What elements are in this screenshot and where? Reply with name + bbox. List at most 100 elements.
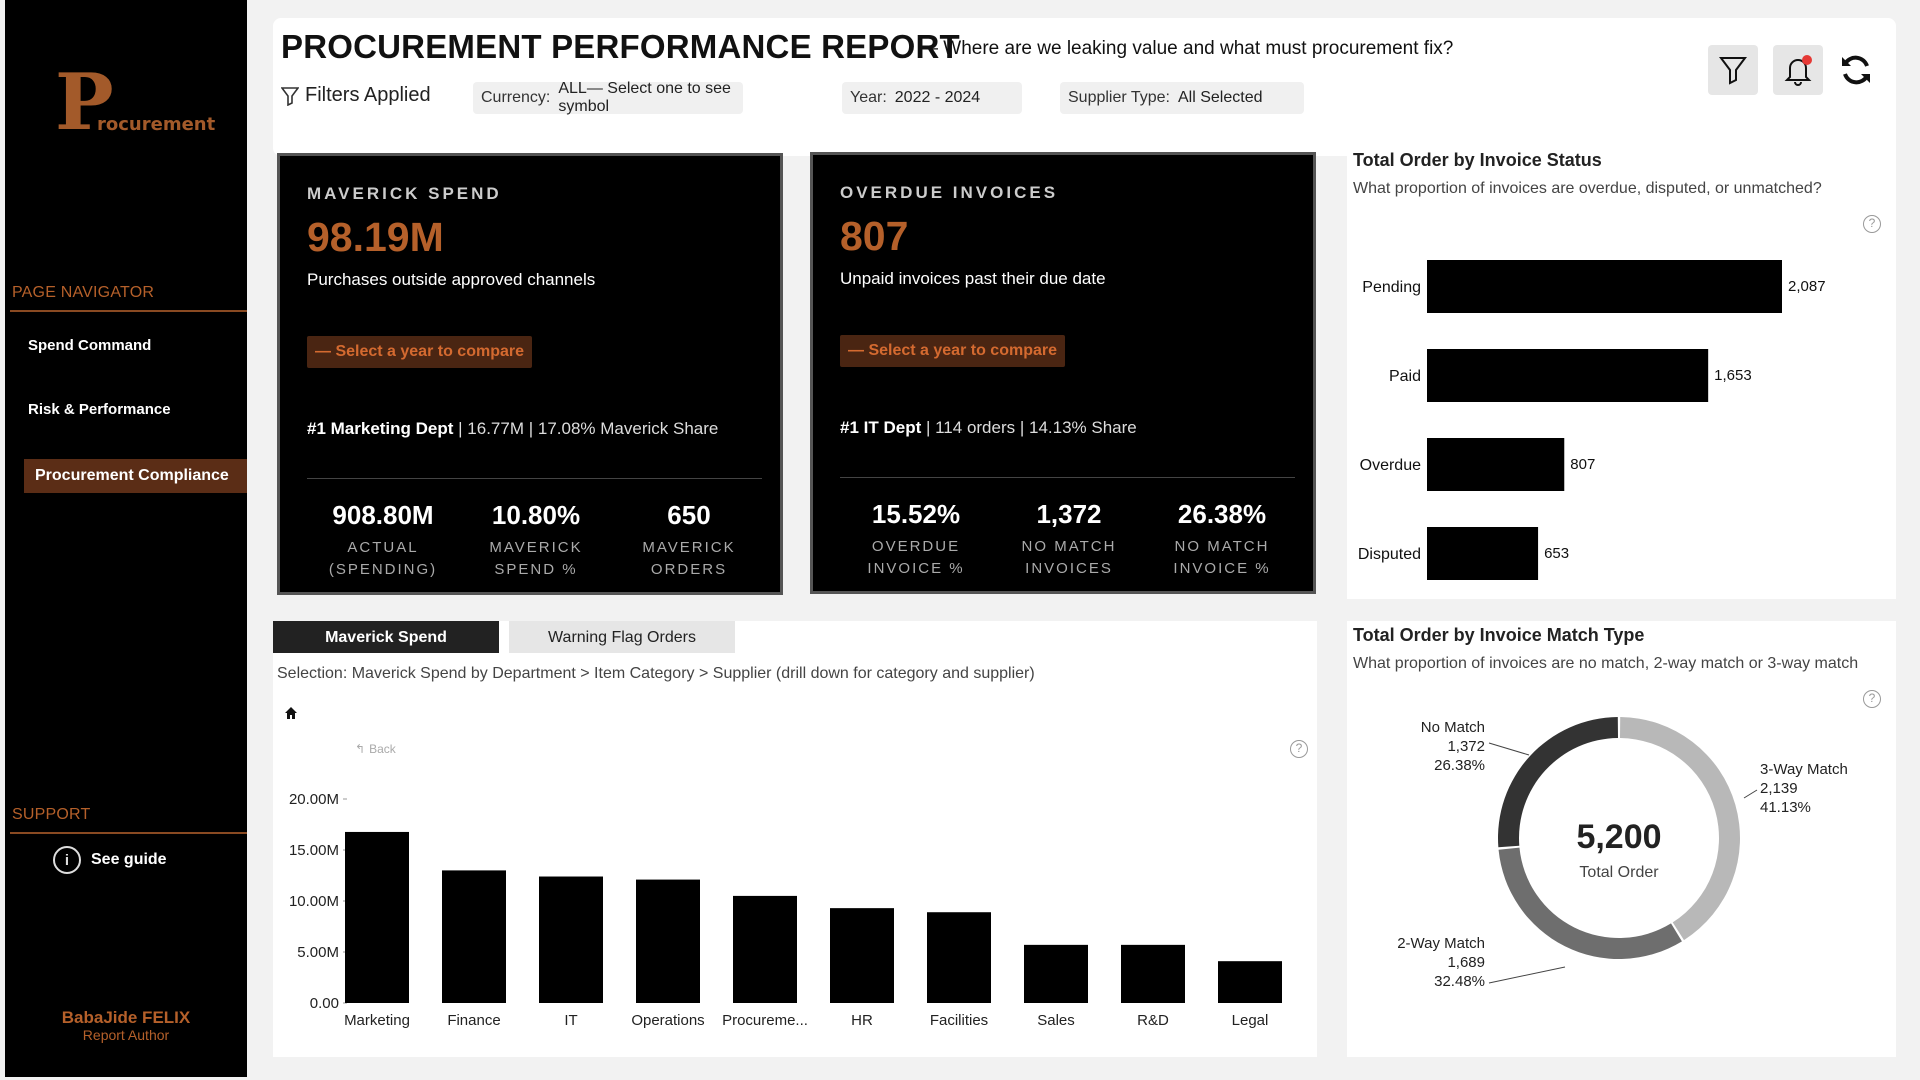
tab-warning-flag-orders[interactable]: Warning Flag Orders	[509, 621, 735, 653]
supplier-type-label: Supplier Type:	[1068, 89, 1170, 106]
back-arrow-icon: ↰	[355, 742, 366, 756]
maverick-divider	[307, 478, 762, 479]
status-bar	[1427, 438, 1565, 491]
maverick-compare-button[interactable]: — Select a year to compare	[307, 336, 532, 368]
author-role: Report Author	[82, 1027, 170, 1043]
donut-percent-label: 32.48%	[1434, 973, 1485, 990]
year-filter-value: 2022 - 2024	[894, 89, 981, 106]
supplier-type-filter[interactable]: Supplier Type: All Selected	[1060, 82, 1304, 114]
overdue-top-dept-name: #1 IT Dept	[840, 418, 922, 437]
overdue-stat-no-match: 1,372 NO MATCH INVOICES	[999, 499, 1139, 580]
procurement-logo: P rocurement	[55, 64, 215, 144]
currency-filter[interactable]: Currency: ALL— Select one to see symbol	[473, 80, 743, 115]
donut-leader-line	[1743, 789, 1758, 799]
stat-label: ACTUAL	[347, 539, 419, 556]
donut-center-label: Total Order	[1579, 864, 1659, 881]
stat-value: 15.52%	[871, 499, 961, 529]
stat-label: INVOICES	[1025, 560, 1113, 577]
overdue-top-dept-detail: | 114 orders | 14.13% Share	[921, 418, 1137, 437]
y-tick-label: 20.00M	[289, 791, 339, 808]
x-tick-label: Sales	[1037, 1012, 1075, 1029]
stat-label: (SPENDING)	[328, 561, 438, 578]
invoice-match-donut: 5,200 Total Order 3-Way Match 2,139 41.13% 2-…	[1397, 717, 1848, 990]
invoice-match-subtitle: What proportion of invoices are no match…	[1353, 655, 1859, 672]
currency-filter-label: Currency:	[481, 89, 551, 106]
filter-pane-button[interactable]	[1708, 45, 1758, 95]
donut-slice	[1498, 847, 1682, 959]
tab-maverick-spend[interactable]: Maverick Spend	[273, 621, 499, 653]
x-tick-label: Marketing	[344, 1012, 410, 1029]
donut-category-label: No Match	[1421, 719, 1485, 736]
stat-value: 650	[667, 500, 711, 530]
sidebar: P rocurement PAGE NAVIGATOR Spend Comman…	[5, 0, 247, 1077]
page-title: PROCUREMENT PERFORMANCE REPORT	[281, 28, 960, 65]
refresh-button[interactable]	[1831, 45, 1881, 95]
stat-label: OVERDUE	[871, 538, 961, 555]
logo-letter: P	[55, 57, 114, 148]
year-filter[interactable]: Year: 2022 - 2024	[842, 82, 1022, 114]
nav-item-spend-command[interactable]: Spend Command	[28, 337, 152, 354]
y-tick-label: 5.00M	[297, 944, 339, 961]
maverick-spend-card: MAVERICK SPEND 98.19M Purchases outside …	[277, 153, 783, 595]
stat-label: MAVERICK	[642, 539, 736, 556]
overdue-invoices-description: Unpaid invoices past their due date	[840, 269, 1106, 288]
invoice-match-panel: Total Order by Invoice Match Type What p…	[1347, 621, 1896, 1057]
donut-category-label: 3-Way Match	[1760, 761, 1848, 778]
department-bar	[1121, 944, 1185, 1003]
currency-filter-value: ALL— Select one to see symbol	[558, 80, 731, 115]
navigator-divider	[10, 310, 247, 312]
department-bar	[345, 831, 409, 1003]
overdue-invoices-card: OVERDUE INVOICES 807 Unpaid invoices pas…	[810, 152, 1316, 594]
nav-item-procurement-compliance[interactable]: Procurement Compliance	[24, 459, 247, 493]
department-bar	[733, 895, 797, 1003]
stat-label: MAVERICK	[489, 539, 583, 556]
funnel-icon	[281, 86, 299, 106]
back-button[interactable]: ↰ Back	[355, 742, 396, 756]
donut-value-label: 2,139	[1760, 780, 1798, 797]
help-icon[interactable]: ?	[1863, 690, 1881, 708]
stat-label: NO MATCH	[1021, 538, 1117, 555]
maverick-top-dept-detail: | 16.77M | 17.08% Maverick Share	[453, 419, 719, 438]
donut-slice	[1498, 717, 1618, 848]
invoice-status-subtitle: What proportion of invoices are overdue,…	[1353, 180, 1822, 197]
y-tick-label: 15.00M	[289, 842, 339, 859]
help-icon[interactable]: ?	[1290, 740, 1308, 758]
x-tick-label: Facilities	[930, 1012, 988, 1029]
notifications-button[interactable]	[1773, 45, 1823, 95]
stat-label: INVOICE %	[1173, 560, 1271, 577]
overdue-stat-pct: 15.52% OVERDUE INVOICE %	[846, 499, 986, 580]
invoice-status-panel: Total Order by Invoice Status What propo…	[1347, 146, 1896, 599]
maverick-top-dept: #1 Marketing Dept | 16.77M | 17.08% Mave…	[307, 419, 718, 439]
info-icon: i	[53, 846, 81, 874]
donut-leader-line	[1488, 742, 1530, 756]
help-icon[interactable]: ?	[1863, 215, 1881, 233]
overdue-invoices-heading: OVERDUE INVOICES	[840, 183, 1059, 202]
department-bar	[539, 876, 603, 1003]
x-tick-label: Procureme...	[722, 1012, 808, 1029]
maverick-stat-orders: 650 MAVERICK ORDERS	[619, 500, 759, 581]
donut-percent-label: 41.13%	[1760, 799, 1811, 816]
x-tick-label: Operations	[631, 1012, 704, 1029]
stat-value: 908.80M	[332, 500, 434, 530]
status-bar	[1427, 527, 1539, 580]
x-tick-label: HR	[851, 1012, 873, 1029]
status-category-label: Overdue	[1360, 457, 1421, 474]
maverick-stat-actual: 908.80M ACTUAL (SPENDING)	[313, 500, 453, 581]
support-divider	[10, 832, 247, 834]
overdue-divider	[840, 477, 1295, 478]
year-filter-label: Year:	[850, 89, 887, 106]
home-icon[interactable]	[284, 706, 298, 720]
donut-slice	[1620, 717, 1740, 941]
drill-breadcrumb: Selection: Maverick Spend by Department …	[277, 665, 1035, 682]
x-tick-label: IT	[564, 1012, 577, 1029]
invoice-status-chart: Pending 2,087 Paid 1,653 Overdue 807 Disputed 6…	[1358, 260, 1826, 580]
status-value-label: 2,087	[1788, 278, 1826, 295]
department-bar	[1218, 961, 1282, 1003]
overdue-invoices-value: 807	[840, 213, 909, 259]
see-guide-button[interactable]: i See guide	[53, 846, 167, 874]
department-bar	[1024, 944, 1088, 1003]
bell-icon	[1784, 55, 1812, 86]
nav-item-risk-performance[interactable]: Risk & Performance	[28, 401, 171, 418]
overdue-compare-button[interactable]: — Select a year to compare	[840, 335, 1065, 367]
page-navigator-heading: PAGE NAVIGATOR	[12, 284, 155, 301]
